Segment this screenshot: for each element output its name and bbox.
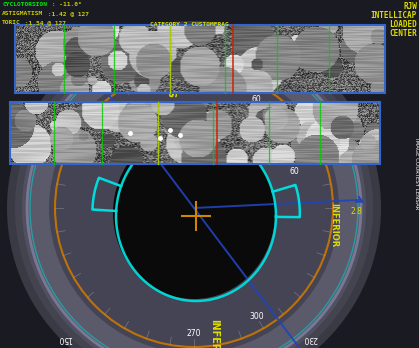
Text: CATEGORY 2 CUSTOMFRAG: CATEGORY 2 CUSTOMFRAG (150, 22, 228, 27)
Ellipse shape (113, 127, 275, 299)
Text: CENTER: CENTER (389, 29, 417, 38)
Text: 150: 150 (78, 141, 93, 150)
Circle shape (49, 63, 339, 348)
Bar (10, 102, 380, 164)
Text: INFERIOR: INFERIOR (209, 319, 219, 348)
Text: :1.42 @ 127: :1.42 @ 127 (44, 11, 89, 16)
Text: INTELLICAP: INTELLICAP (371, 11, 417, 20)
Text: 2.8: 2.8 (351, 207, 363, 216)
Text: ASTIGMATISM: ASTIGMATISM (2, 11, 43, 16)
Text: : -11.0°: : -11.0° (48, 2, 81, 7)
Text: INFERIOR: INFERIOR (329, 203, 338, 247)
Text: 60: 60 (289, 167, 299, 176)
Text: 150: 150 (58, 334, 72, 343)
Circle shape (27, 41, 361, 348)
Text: 90: 90 (189, 79, 199, 87)
Text: SUPERIOR: SUPERIOR (169, 41, 179, 97)
Bar (15, 25, 385, 93)
Circle shape (15, 29, 373, 348)
Circle shape (7, 21, 381, 348)
Text: 60: 60 (252, 95, 261, 104)
Text: LOADED: LOADED (389, 20, 417, 29)
Text: TORIC: TORIC (2, 20, 21, 25)
Text: RJW: RJW (403, 2, 417, 11)
Text: 300: 300 (249, 312, 264, 321)
Text: 270: 270 (187, 329, 201, 338)
Text: 230: 230 (303, 334, 317, 343)
Text: CYCLOTORSION: CYCLOTORSION (2, 2, 47, 7)
Circle shape (22, 36, 366, 348)
Text: IMAGE COURTESY LENSAR: IMAGE COURTESY LENSAR (414, 138, 419, 210)
Text: :1.54 @ 127: :1.54 @ 127 (21, 20, 66, 25)
